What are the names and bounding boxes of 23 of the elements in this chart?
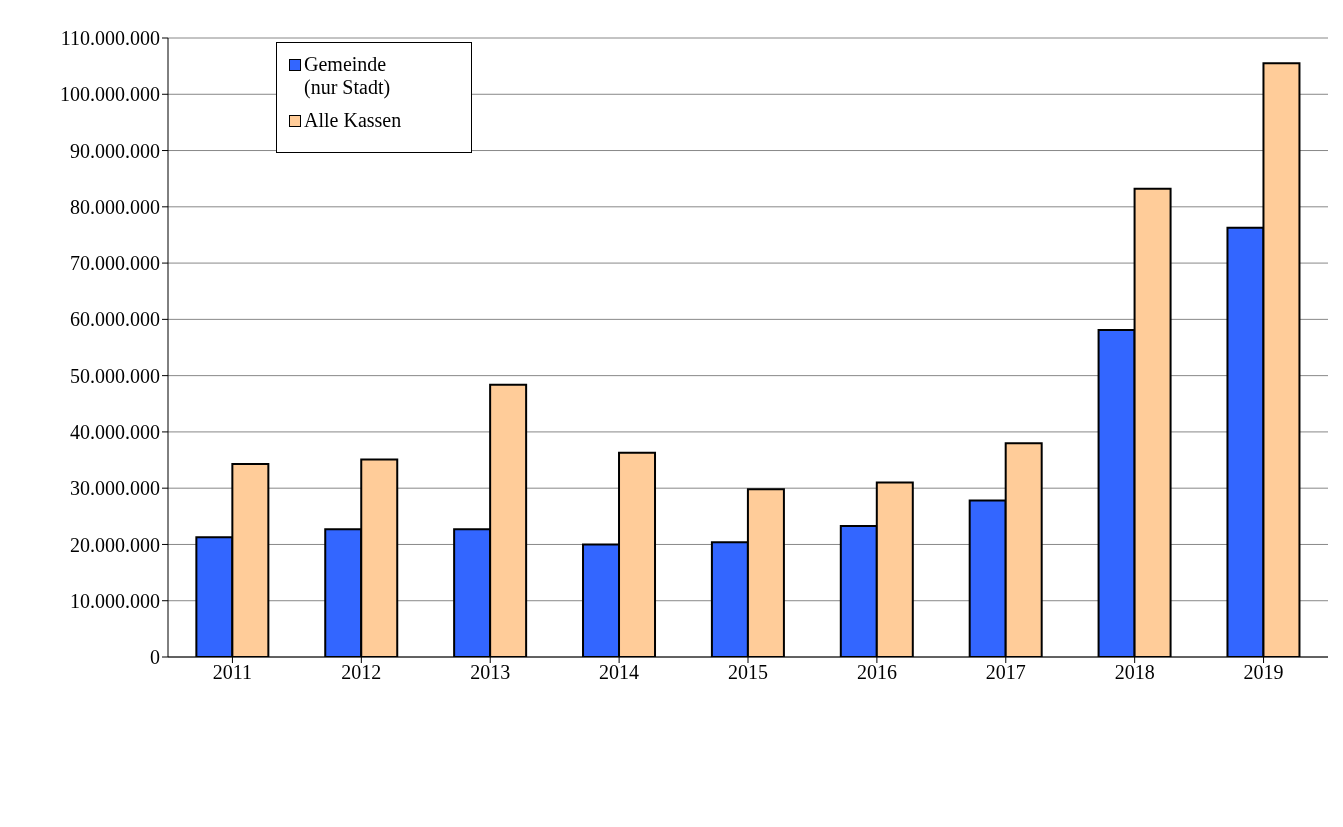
y-tick-label: 0 bbox=[150, 646, 160, 669]
y-tick-label: 30.000.000 bbox=[70, 477, 160, 500]
x-tick-label: 2011 bbox=[212, 661, 253, 684]
legend-label: Alle Kassen bbox=[304, 109, 403, 132]
y-tick-label: 10.000.000 bbox=[70, 589, 160, 612]
y-tick-label: 90.000.000 bbox=[70, 139, 160, 162]
y-tick-label: 80.000.000 bbox=[70, 195, 160, 218]
y-tick-label: 110.000.000 bbox=[60, 27, 160, 50]
x-tick-label: 2016 bbox=[856, 661, 897, 684]
legend-label: Gemeinde (nur Stadt) bbox=[304, 53, 392, 99]
x-tick-label: 2019 bbox=[1243, 661, 1284, 684]
y-tick-label: 70.000.000 bbox=[70, 252, 160, 275]
x-tick-label: 2014 bbox=[599, 661, 640, 684]
y-tick-label: 40.000.000 bbox=[70, 421, 160, 444]
x-tick-label: 2015 bbox=[728, 661, 768, 684]
x-tick-label: 2012 bbox=[341, 661, 382, 684]
x-tick-label: 2017 bbox=[985, 661, 1026, 684]
y-tick-label: 60.000.000 bbox=[70, 308, 160, 331]
y-tick-label: 50.000.000 bbox=[70, 364, 160, 387]
y-tick-label: 100.000.000 bbox=[60, 83, 160, 106]
x-tick-label: 2018 bbox=[1114, 661, 1155, 684]
x-tick-label: 2013 bbox=[470, 661, 511, 684]
y-tick-label: 20.000.000 bbox=[70, 533, 160, 556]
